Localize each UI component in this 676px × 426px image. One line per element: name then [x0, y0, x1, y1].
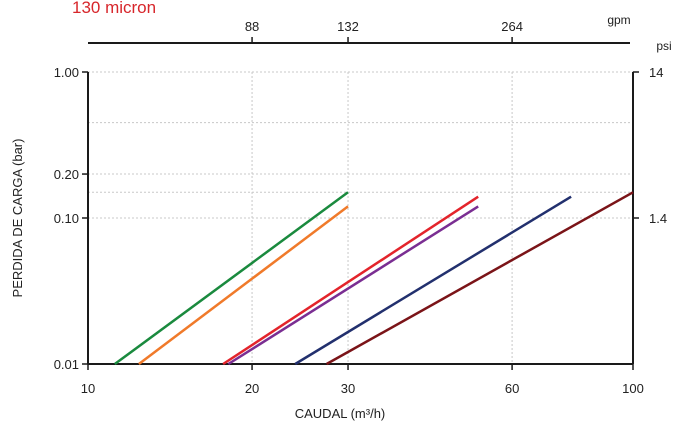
right-tick-label: 1.4 [649, 211, 667, 226]
y-tick-label: 1.00 [54, 65, 79, 80]
top-axis-ticks: 88 132 264 [245, 19, 523, 43]
top-tick-label: 88 [245, 19, 259, 34]
x-axis-ticks: 10 20 30 60 100 [81, 364, 644, 396]
series-line-5 [294, 195, 572, 366]
x-tick-label: 100 [622, 381, 644, 396]
series-line-2 [138, 205, 349, 365]
top-tick-label: 132 [337, 19, 359, 34]
x-tick-label: 30 [341, 381, 355, 396]
y-tick-label: 0.20 [54, 167, 79, 182]
y-tick-label: 0.01 [54, 357, 79, 372]
top-axis-unit: gpm [607, 13, 630, 27]
y-axis-title: PERDIDA DE CARGA (bar) [10, 139, 25, 298]
series-line-6 [325, 191, 634, 366]
x-tick-label: 10 [81, 381, 95, 396]
right-axis-ticks: 1.4 14 [633, 65, 667, 226]
x-tick-label: 20 [245, 381, 259, 396]
top-tick-label: 264 [501, 19, 523, 34]
y-tick-label: 0.10 [54, 211, 79, 226]
x-axis-title: CAUDAL (m³/h) [295, 406, 386, 421]
series-lines [114, 191, 634, 366]
series-line-3 [222, 195, 479, 366]
grid [88, 71, 633, 364]
series-line-1 [114, 191, 349, 366]
y-axis-ticks: 0.01 0.10 0.20 1.00 [54, 65, 88, 372]
x-tick-label: 60 [505, 381, 519, 396]
series-line-4 [227, 205, 479, 366]
right-axis-unit: psi [656, 39, 671, 53]
chart-title: 130 micron [72, 0, 156, 17]
right-tick-label: 14 [649, 65, 663, 80]
